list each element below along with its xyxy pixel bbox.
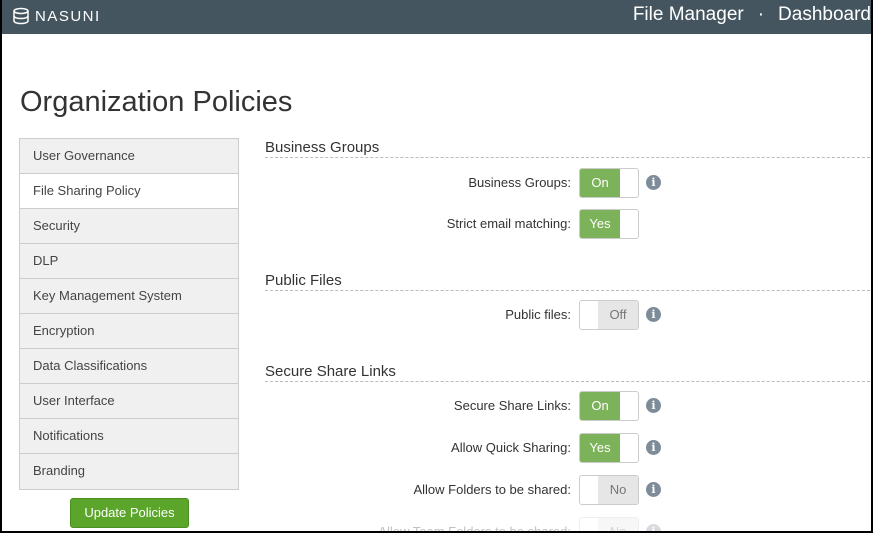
- nav-dashboard[interactable]: Dashboard: [778, 4, 871, 25]
- page-title: Organization Policies: [20, 86, 293, 118]
- setting-label: Business Groups:: [468, 175, 571, 190]
- sidebar-item-encryption[interactable]: Encryption: [20, 314, 238, 349]
- setting-row: Allow Team Folders to be shared: No i: [265, 517, 685, 531]
- sidebar-item-branding[interactable]: Branding: [20, 454, 238, 489]
- setting-toggle[interactable]: Yes: [579, 209, 639, 239]
- sidebar-item-dlp[interactable]: DLP: [20, 244, 238, 279]
- info-icon[interactable]: i: [646, 398, 661, 413]
- setting-row: Allow Quick Sharing: Yes i: [265, 433, 685, 463]
- nav-file-manager[interactable]: File Manager: [632, 4, 744, 25]
- top-header: NASUNI File Manager · Dashboard: [2, 0, 871, 34]
- sidebar-item-security[interactable]: Security: [20, 209, 238, 244]
- toggle-value: Yes: [580, 434, 620, 462]
- setting-toggle[interactable]: No: [579, 517, 639, 531]
- info-icon[interactable]: i: [646, 440, 661, 455]
- setting-toggle[interactable]: Off: [579, 300, 639, 330]
- sidebar-item-data-classifications[interactable]: Data Classifications: [20, 349, 238, 384]
- toggle-value: No: [598, 476, 638, 504]
- info-icon[interactable]: i: [646, 307, 661, 322]
- setting-label: Strict email matching:: [446, 216, 571, 231]
- setting-toggle[interactable]: No: [579, 475, 639, 505]
- setting-label: Allow Team Folders to be shared:: [378, 524, 571, 531]
- info-icon[interactable]: i: [646, 175, 661, 190]
- toggle-value: Off: [598, 301, 638, 329]
- update-policies-button[interactable]: Update Policies: [70, 498, 189, 528]
- database-icon: [13, 7, 29, 25]
- toggle-value: No: [598, 518, 638, 531]
- info-icon[interactable]: i: [646, 524, 661, 531]
- setting-row: Strict email matching: Yes: [265, 209, 685, 239]
- sidebar-item-file-sharing-policy[interactable]: File Sharing Policy: [20, 174, 238, 209]
- setting-toggle[interactable]: Yes: [579, 433, 639, 463]
- sidebar-item-user-interface[interactable]: User Interface: [20, 384, 238, 419]
- sidebar-item-user-governance[interactable]: User Governance: [20, 139, 238, 174]
- setting-label: Public files:: [505, 307, 571, 322]
- setting-row: Public files: Off i: [265, 300, 685, 330]
- toggle-value: Yes: [580, 210, 620, 238]
- setting-toggle[interactable]: On: [579, 391, 639, 421]
- info-icon[interactable]: i: [646, 482, 661, 497]
- setting-label: Allow Folders to be shared:: [413, 482, 571, 497]
- sidebar-item-notifications[interactable]: Notifications: [20, 419, 238, 454]
- section-title: Public Files: [265, 272, 871, 291]
- brand-name: NASUNI: [35, 7, 101, 25]
- setting-row: Allow Folders to be shared: No i: [265, 475, 685, 505]
- nav-separator: ·: [757, 4, 765, 25]
- setting-row: Secure Share Links: On i: [265, 391, 685, 421]
- nasuni-logo[interactable]: NASUNI: [12, 7, 101, 25]
- top-nav: File Manager · Dashboard: [633, 4, 871, 26]
- section-title: Secure Share Links: [265, 363, 871, 382]
- policy-sidebar: User Governance File Sharing Policy Securi…: [19, 138, 239, 490]
- section-title: Business Groups: [265, 139, 871, 158]
- setting-toggle[interactable]: On: [579, 168, 639, 198]
- setting-row: Business Groups: On i: [265, 168, 685, 198]
- setting-label: Secure Share Links:: [453, 398, 571, 413]
- setting-label: Allow Quick Sharing:: [451, 440, 571, 455]
- toggle-value: On: [580, 169, 620, 197]
- toggle-value: On: [580, 392, 620, 420]
- sidebar-item-key-management-system[interactable]: Key Management System: [20, 279, 238, 314]
